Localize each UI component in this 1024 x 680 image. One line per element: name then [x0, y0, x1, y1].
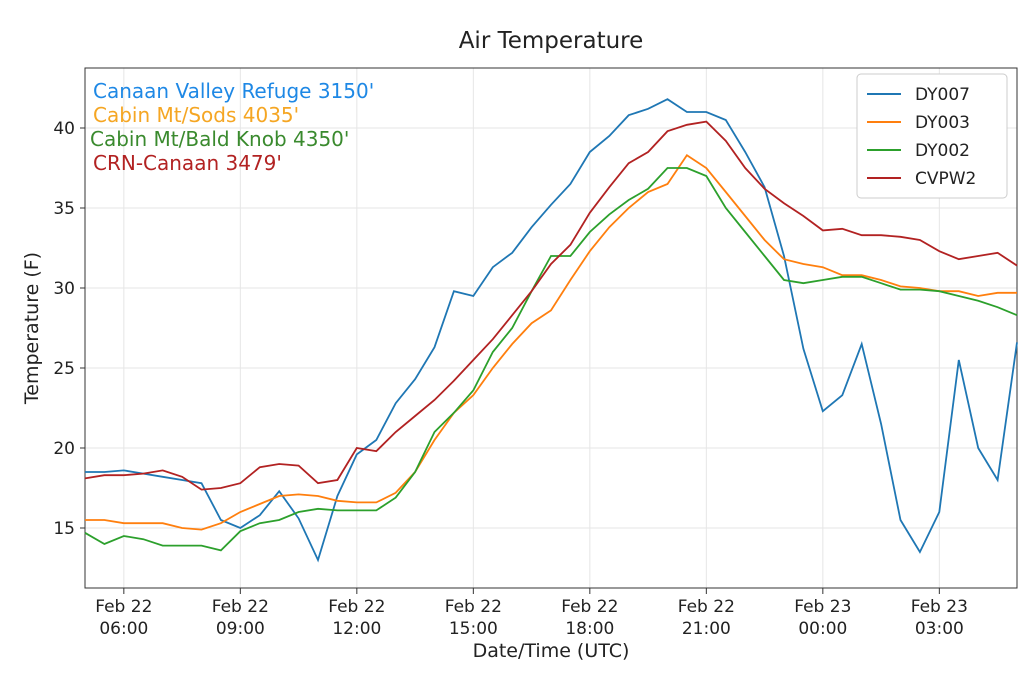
annotation: Cabin Mt/Bald Knob 4350'	[90, 127, 349, 151]
series-line	[85, 153, 1017, 531]
x-tick-label: Feb 22 15:00	[445, 597, 502, 639]
x-tick-label: Feb 22 12:00	[328, 597, 385, 639]
x-tick-label: Feb 23 03:00	[911, 597, 968, 639]
y-tick-label: 25	[53, 359, 75, 379]
y-axis-label: Temperature (F)	[21, 252, 43, 405]
y-tick-label: 15	[53, 519, 75, 539]
x-tick-label: Feb 22 21:00	[678, 597, 735, 639]
x-tick-label: Feb 22 09:00	[212, 597, 269, 639]
legend-label: DY003	[915, 113, 970, 133]
x-tick-label: Feb 22 18:00	[561, 597, 618, 639]
y-tick-label: 40	[53, 119, 75, 139]
y-tick-label: 35	[53, 199, 75, 219]
plot-frame	[84, 67, 1018, 589]
series-line	[85, 98, 1018, 563]
series-line	[84, 120, 1018, 491]
x-axis-label: Date/Time (UTC)	[473, 640, 630, 662]
legend-label: CVPW2	[915, 169, 976, 189]
y-tick-label: 30	[53, 279, 75, 299]
y-tick-label: 20	[53, 439, 75, 459]
x-tick-label: Feb 22 06:00	[95, 597, 152, 639]
annotation: CRN-Canaan 3479'	[93, 151, 282, 175]
series-line	[84, 167, 1018, 552]
legend-box	[856, 73, 1008, 199]
annotation: Cabin Mt/Sods 4035'	[93, 103, 299, 127]
chart-title: Air Temperature	[459, 28, 644, 54]
x-tick-label: Feb 23 00:00	[794, 597, 851, 639]
legend-label: DY002	[915, 141, 970, 161]
legend-label: DY007	[915, 85, 970, 105]
annotation: Canaan Valley Refuge 3150'	[93, 79, 374, 103]
